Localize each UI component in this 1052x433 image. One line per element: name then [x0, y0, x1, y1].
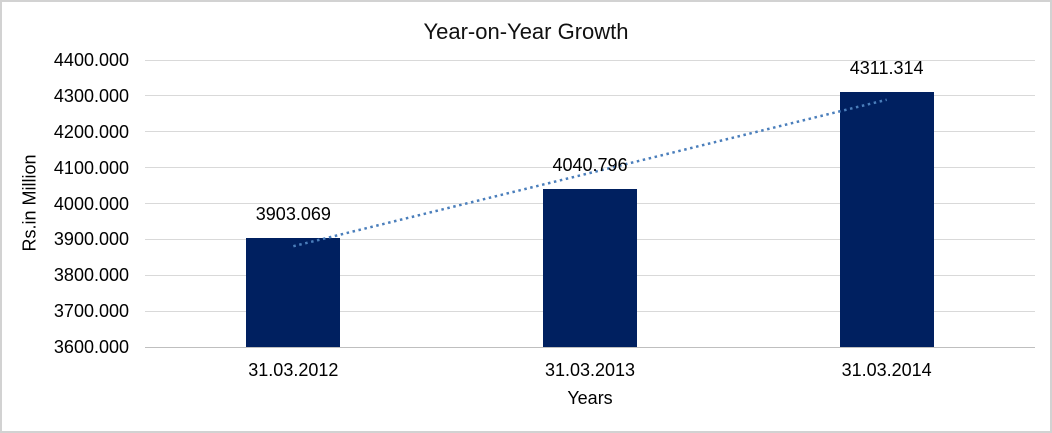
y-tick-label: 3700.000 — [53, 301, 129, 322]
data-label: 4040.796 — [552, 154, 628, 175]
chart-title: Year-on-Year Growth — [423, 19, 629, 44]
bar — [543, 188, 637, 347]
bar — [839, 91, 934, 347]
y-tick-label: 4400.000 — [53, 50, 129, 70]
y-tick-label: 3600.000 — [53, 337, 129, 357]
x-tick-label: 31.03.2013 — [544, 360, 636, 380]
y-tick-label: 3800.000 — [53, 265, 129, 286]
x-tick-label: 31.03.2012 — [248, 360, 339, 380]
bar — [246, 238, 341, 347]
data-label: 4311.314 — [849, 57, 924, 78]
y-tick-label: 3900.000 — [53, 229, 129, 250]
y-tick-label: 4200.000 — [53, 121, 129, 142]
x-axis-title: Years — [567, 388, 613, 408]
gridline — [145, 346, 1035, 348]
x-tick-label: 31.03.2014 — [841, 360, 932, 380]
gridline — [145, 59, 1035, 61]
data-label: 3903.069 — [255, 204, 331, 225]
gridline — [145, 95, 1035, 97]
y-tick-label: 4000.000 — [53, 193, 129, 214]
y-tick-label: 4300.000 — [53, 85, 129, 106]
y-tick-label: 4100.000 — [53, 157, 129, 178]
